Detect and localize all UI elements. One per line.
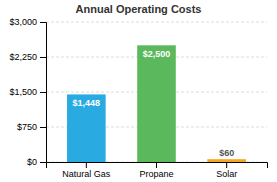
y-tick: $1,500	[9, 87, 46, 97]
y-tick-label: $2,250	[9, 52, 37, 62]
y-tick-mark	[40, 57, 46, 58]
x-tick-label: Natural Gas	[62, 169, 111, 179]
y-tick-mark	[40, 22, 46, 23]
y-tick-label: $750	[17, 122, 37, 132]
x-axis-line	[47, 163, 268, 169]
x-axis: Natural Gas Propane Solar	[47, 162, 268, 179]
plot: $0 $750 $1,500 $2,250 $3,000 Natural Gas Propa…	[9, 17, 267, 179]
bar	[137, 45, 176, 162]
y-axis: $0 $750 $1,500 $2,250 $3,000	[9, 17, 46, 167]
x-tick: Natural Gas	[62, 162, 111, 179]
y-tick: $0	[27, 157, 46, 167]
y-axis-line	[40, 23, 47, 163]
bar	[67, 94, 106, 162]
bar	[207, 159, 246, 162]
y-tick-mark	[40, 92, 46, 93]
x-tick-label: Solar	[216, 169, 237, 179]
data-label: $2,500	[143, 49, 171, 59]
x-tick-mark	[226, 162, 227, 168]
y-tick: $2,250	[9, 52, 46, 62]
bars	[67, 45, 246, 162]
y-tick-label: $3,000	[9, 17, 37, 27]
y-tick-label: $0	[27, 157, 37, 167]
chart: Annual Operating Costs $0 $750 $1,500 $2,250…	[0, 0, 277, 182]
x-tick-mark	[86, 162, 87, 168]
data-labels: $1,448 $2,500 $60	[73, 49, 235, 158]
data-label: $60	[219, 148, 234, 158]
y-tick-label: $1,500	[9, 87, 37, 97]
y-tick: $750	[17, 122, 46, 132]
grid	[46, 22, 267, 162]
x-tick-label: Propane	[139, 169, 173, 179]
x-tick-mark	[156, 162, 157, 168]
grid-line	[46, 22, 267, 23]
y-tick-mark	[40, 162, 46, 163]
x-tick: Solar	[216, 162, 237, 179]
y-tick: $3,000	[9, 17, 46, 27]
y-tick-mark	[40, 127, 46, 128]
x-tick: Propane	[139, 162, 173, 179]
data-label: $1,448	[73, 98, 101, 108]
title: Annual Operating Costs	[76, 3, 202, 15]
